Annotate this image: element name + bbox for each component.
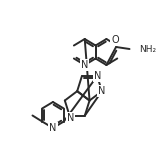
Text: N: N xyxy=(81,60,88,70)
Text: O: O xyxy=(111,35,119,45)
Text: NH₂: NH₂ xyxy=(139,45,156,53)
Text: N: N xyxy=(49,123,57,133)
Text: N: N xyxy=(93,71,101,81)
Text: N: N xyxy=(67,113,74,123)
Text: N: N xyxy=(98,86,106,96)
